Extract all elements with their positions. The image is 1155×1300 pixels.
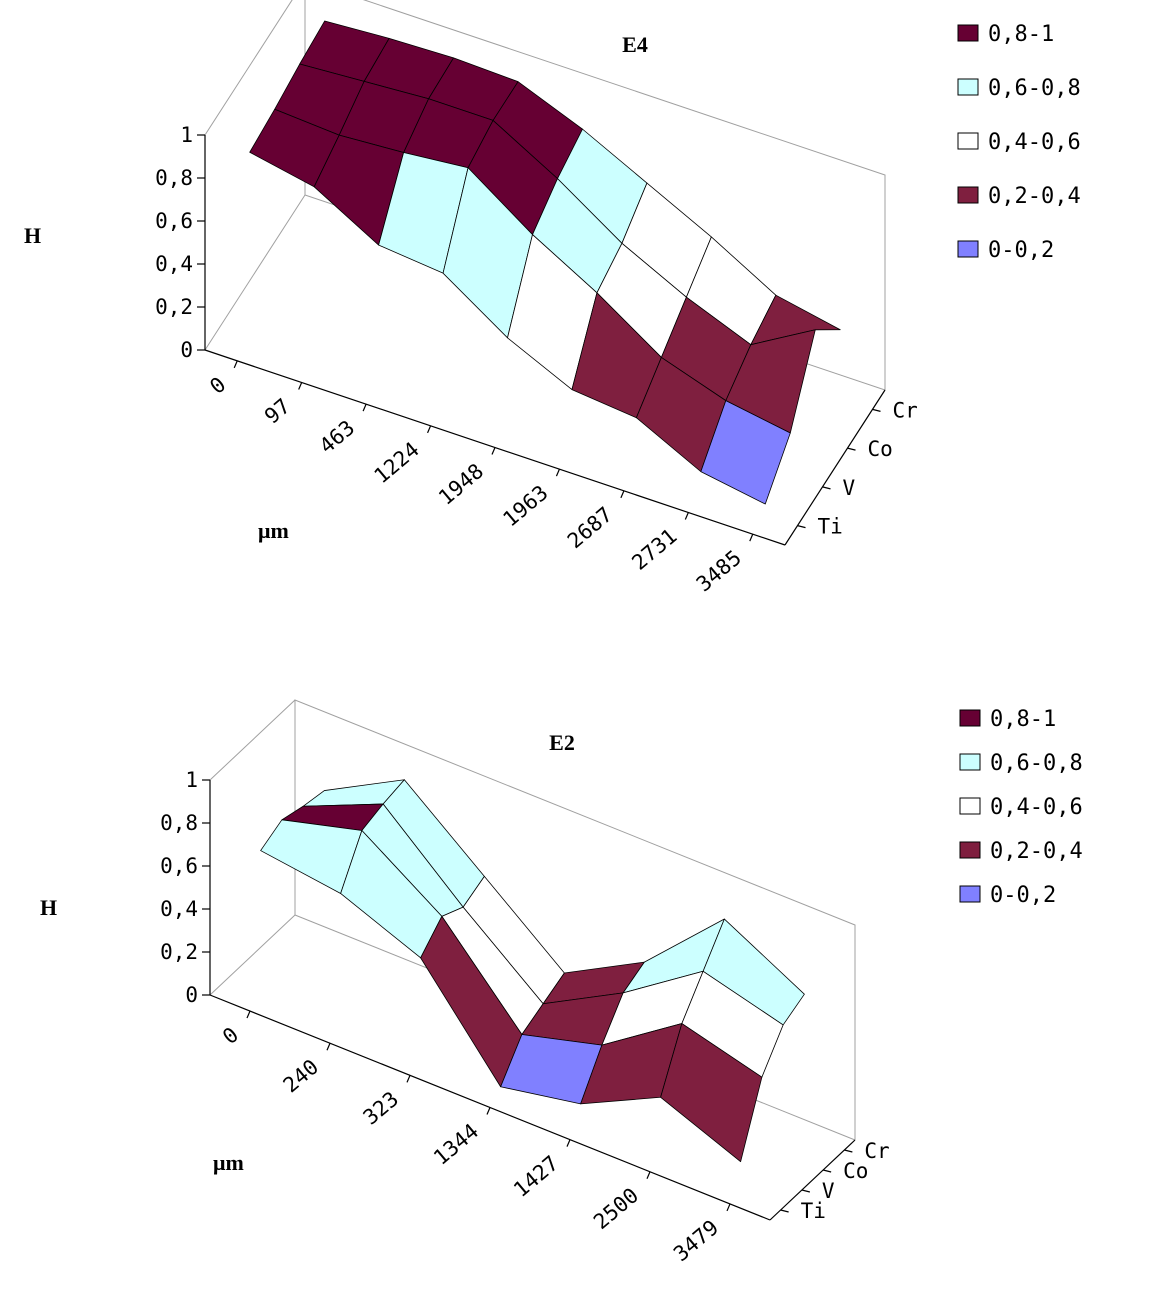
series-tick-label: Ti bbox=[801, 1199, 826, 1223]
x-tick-label: 97 bbox=[260, 394, 295, 429]
legend-label: 0-0,2 bbox=[990, 883, 1056, 908]
z-tick-label: 0 bbox=[185, 983, 198, 1007]
surface-cell bbox=[700, 400, 791, 505]
legend-swatch bbox=[959, 841, 981, 859]
legend: 0,8-1 0,6-0,8 0,4-0,6 0,2-0,4 0-0,2 bbox=[957, 22, 1081, 263]
legend-label: 0,4-0,6 bbox=[988, 130, 1081, 155]
x-axis-title: μm bbox=[258, 518, 289, 543]
legend-swatch bbox=[957, 132, 979, 150]
chart-title: E4 bbox=[622, 32, 648, 57]
x-tick-label: 3479 bbox=[669, 1215, 723, 1266]
z-tick-label: 0,8 bbox=[155, 166, 193, 190]
x-tick-label: 2687 bbox=[563, 502, 617, 553]
x-tick-label: 2731 bbox=[627, 524, 681, 575]
x-axis-title: μm bbox=[213, 1150, 244, 1175]
legend-label: 0,8-1 bbox=[990, 707, 1056, 732]
series-tick-label: Co bbox=[868, 437, 893, 461]
legend-swatch bbox=[957, 78, 979, 96]
z-tick-label: 0,2 bbox=[155, 295, 193, 319]
legend-swatch bbox=[957, 186, 979, 204]
surface-chart-e2: 0 0,2 0,4 0,6 0,8 1 0 240 323 1344 1427 2500 3479 TiV… bbox=[40, 699, 1083, 1266]
legend-label: 0,2-0,4 bbox=[990, 839, 1083, 864]
z-axis-title: H bbox=[40, 895, 57, 920]
x-tick-label: 1224 bbox=[370, 437, 424, 488]
x-tick-label: 323 bbox=[359, 1087, 403, 1130]
surface-mesh bbox=[249, 20, 841, 505]
z-tick-label: 0,2 bbox=[160, 940, 198, 964]
z-tick-label: 0,4 bbox=[155, 252, 193, 276]
z-axis-title: H bbox=[24, 223, 41, 248]
legend-label: 0,6-0,8 bbox=[990, 751, 1083, 776]
legend-label: 0-0,2 bbox=[988, 238, 1054, 263]
series-tick-label: V bbox=[822, 1179, 835, 1203]
axes bbox=[197, 134, 886, 546]
chart-title: E2 bbox=[549, 730, 575, 755]
series-tick-label: Co bbox=[843, 1159, 868, 1183]
legend-swatch bbox=[959, 709, 981, 727]
series-tick-label: Cr bbox=[864, 1139, 889, 1163]
x-tick-label: 0 bbox=[205, 372, 230, 399]
x-tick-label: 240 bbox=[279, 1055, 323, 1098]
legend-swatch bbox=[959, 797, 981, 815]
legend-swatch bbox=[957, 24, 979, 42]
x-tick-label: 1344 bbox=[429, 1119, 483, 1170]
surface-chart-e4: 0 0,2 0,4 0,6 0,8 1 0 97 463 1224 1948 1963 2687 2731… bbox=[24, 0, 1081, 597]
z-tick-label: 0,8 bbox=[160, 811, 198, 835]
x-tick-label: 1963 bbox=[498, 481, 552, 532]
x-tick-label: 1948 bbox=[434, 459, 488, 510]
legend-label: 0,4-0,6 bbox=[990, 795, 1083, 820]
x-tick-label: 0 bbox=[218, 1023, 243, 1050]
surface-mesh bbox=[260, 779, 805, 1163]
surface-cell bbox=[660, 1023, 763, 1163]
z-tick-label: 0,4 bbox=[160, 897, 198, 921]
z-tick-label: 1 bbox=[185, 768, 198, 792]
z-tick-label: 0,6 bbox=[155, 209, 193, 233]
series-tick-label: Ti bbox=[818, 515, 843, 539]
x-tick-label: 1427 bbox=[509, 1151, 563, 1202]
series-tick-label: Cr bbox=[893, 398, 918, 422]
legend-label: 0,6-0,8 bbox=[988, 76, 1081, 101]
z-tick-label: 0 bbox=[180, 338, 193, 362]
x-tick-label: 3485 bbox=[692, 546, 746, 597]
x-tick-label: 463 bbox=[315, 416, 359, 459]
legend-label: 0,2-0,4 bbox=[988, 184, 1081, 209]
legend-swatch bbox=[957, 240, 979, 258]
series-tick-label: V bbox=[843, 476, 856, 500]
axes bbox=[202, 779, 856, 1221]
x-tick-label: 2500 bbox=[589, 1183, 643, 1234]
legend-swatch bbox=[959, 753, 981, 771]
z-tick-label: 1 bbox=[180, 123, 193, 147]
legend: 0,8-1 0,6-0,8 0,4-0,6 0,2-0,4 0-0,2 bbox=[959, 707, 1083, 908]
legend-label: 0,8-1 bbox=[988, 22, 1054, 47]
legend-swatch bbox=[959, 885, 981, 903]
z-tick-label: 0,6 bbox=[160, 854, 198, 878]
